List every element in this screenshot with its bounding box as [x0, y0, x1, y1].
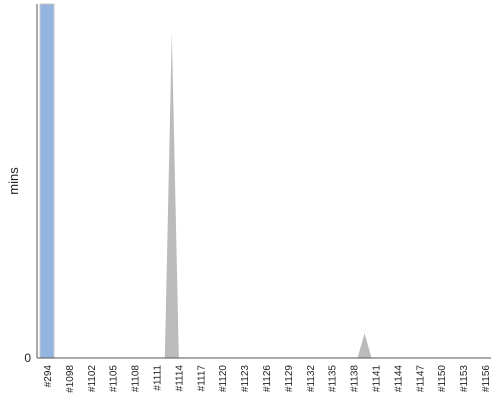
bar-#294: [39, 3, 55, 359]
x-tick-label: #294: [43, 365, 54, 388]
x-tick-label: #1147: [415, 365, 426, 393]
x-tick-label: #1144: [393, 365, 404, 393]
x-tick-label: #1105: [109, 365, 120, 393]
axes: [36, 4, 491, 359]
x-tick-label: #1150: [437, 365, 448, 393]
area-series: [164, 32, 372, 358]
x-tick-label: #1120: [218, 365, 229, 393]
x-tick-label: #1098: [65, 365, 76, 393]
y-tick-label: 0: [24, 351, 31, 365]
x-tick-label: #1111: [153, 365, 164, 391]
x-tick-label: #1114: [174, 365, 185, 392]
x-tick-label: #1117: [196, 365, 207, 392]
x-tick-labels: #294 #1098 #1102 #1105 #1108 #1111 #1114 #1117 #…: [43, 365, 492, 393]
x-tick-label: #1156: [481, 365, 492, 393]
x-tick-label: #1132: [306, 365, 317, 393]
bars-layer: [39, 3, 55, 359]
x-tick-label: #1138: [350, 365, 361, 393]
y-axis-label: mins: [6, 167, 21, 195]
area-peak-0-1: [357, 333, 372, 358]
x-tick-label: #1102: [87, 365, 98, 393]
x-tick-label: #1126: [262, 365, 273, 393]
area-peak-0-0: [164, 32, 179, 358]
x-tick-label: #1108: [131, 365, 142, 393]
x-tick-label: #1135: [328, 365, 339, 393]
x-tick-label: #1129: [284, 365, 295, 393]
x-tick-label: #1153: [459, 365, 470, 393]
x-tick-label: #1123: [240, 365, 251, 393]
x-tick-label: #1141: [372, 365, 383, 393]
